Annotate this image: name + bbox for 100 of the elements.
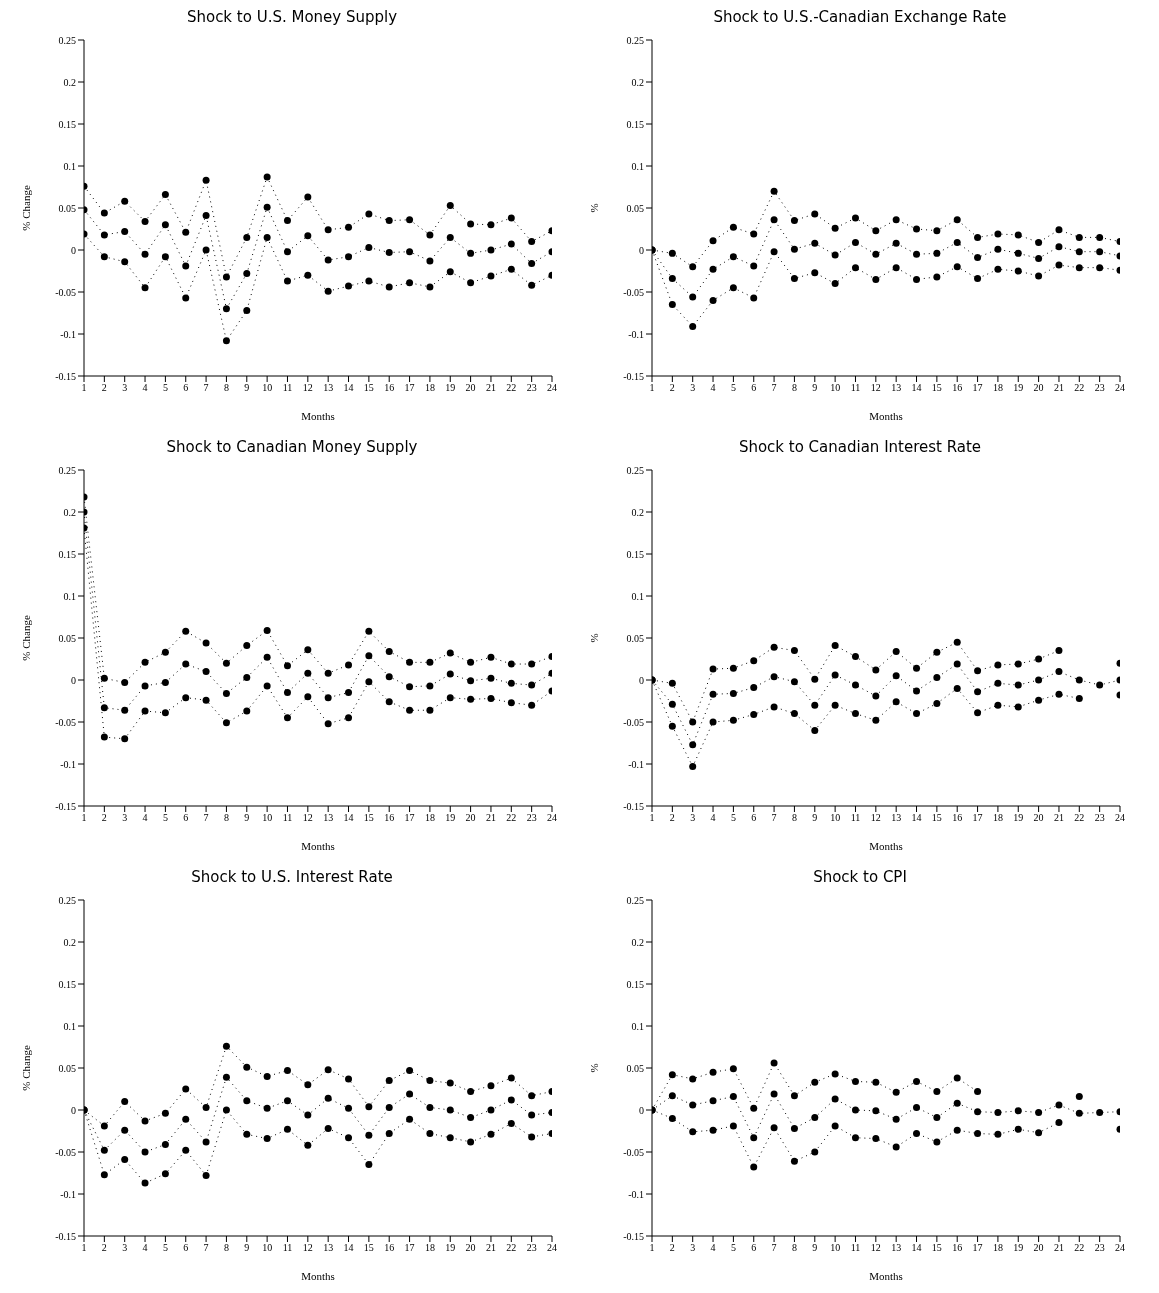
point xyxy=(1096,264,1104,272)
point xyxy=(892,698,900,706)
point xyxy=(304,1081,312,1089)
point xyxy=(750,1163,758,1171)
x-tick-label: 9 xyxy=(812,1242,818,1254)
point xyxy=(182,1146,190,1154)
x-tick-label: 13 xyxy=(323,1242,334,1254)
point xyxy=(811,726,819,734)
point xyxy=(974,1088,982,1096)
point xyxy=(365,243,373,251)
point xyxy=(202,176,210,184)
point xyxy=(446,1079,454,1087)
point xyxy=(689,763,697,771)
point xyxy=(222,273,230,281)
point xyxy=(913,687,921,695)
point xyxy=(872,1078,880,1086)
point xyxy=(345,282,353,290)
point xyxy=(263,1104,271,1112)
point xyxy=(100,704,108,712)
point xyxy=(953,1074,961,1082)
x-tick-label: 3 xyxy=(690,812,696,824)
point xyxy=(668,679,676,687)
point xyxy=(406,279,414,287)
point xyxy=(161,1140,169,1148)
point xyxy=(750,1104,758,1112)
point xyxy=(851,1134,859,1142)
point xyxy=(1014,249,1022,257)
point xyxy=(345,1134,353,1142)
point xyxy=(426,283,434,291)
point xyxy=(161,679,169,687)
point xyxy=(202,668,210,676)
x-tick-label: 17 xyxy=(972,382,983,394)
point xyxy=(709,690,717,698)
point xyxy=(851,1077,859,1085)
point xyxy=(1035,696,1043,704)
point xyxy=(872,1107,880,1115)
x-tick-label: 23 xyxy=(1094,382,1105,394)
point xyxy=(345,714,353,722)
point xyxy=(851,264,859,272)
point xyxy=(243,707,251,715)
y-axis-title: % xyxy=(587,203,600,213)
y-tick-label: 0.05 xyxy=(626,202,644,214)
point xyxy=(507,240,515,248)
point xyxy=(668,301,676,309)
x-tick-label: 12 xyxy=(302,1242,313,1254)
point xyxy=(243,642,251,650)
point xyxy=(182,1085,190,1093)
point xyxy=(913,1103,921,1111)
point xyxy=(263,203,271,211)
point xyxy=(974,233,982,241)
point xyxy=(994,1130,1002,1138)
x-tick-label: 17 xyxy=(972,1242,983,1254)
point xyxy=(487,1130,495,1138)
point xyxy=(974,275,982,283)
point xyxy=(811,239,819,247)
x-tick-label: 20 xyxy=(1033,382,1044,394)
point xyxy=(365,652,373,660)
point xyxy=(953,1099,961,1107)
point xyxy=(750,1134,758,1142)
point xyxy=(426,1077,434,1085)
point xyxy=(507,679,515,687)
x-tick-label: 4 xyxy=(710,812,716,824)
x-tick-label: 4 xyxy=(710,382,716,394)
point xyxy=(141,1117,149,1125)
point xyxy=(811,1148,819,1156)
point xyxy=(406,658,414,666)
x-tick-label: 15 xyxy=(363,812,374,824)
point xyxy=(263,233,271,241)
x-tick-label: 1 xyxy=(81,1242,87,1254)
y-tick-label: 0.1 xyxy=(631,590,644,602)
x-tick-label: 7 xyxy=(203,812,209,824)
y-tick-label: 0.15 xyxy=(626,978,644,990)
point xyxy=(202,696,210,704)
point xyxy=(790,1157,798,1165)
point xyxy=(892,1115,900,1123)
x-tick-label: 23 xyxy=(526,812,537,824)
point xyxy=(1014,660,1022,668)
point xyxy=(243,1130,251,1138)
point xyxy=(222,1042,230,1050)
y-tick-label: 0.1 xyxy=(631,160,644,172)
y-tick-label: 0.1 xyxy=(63,1020,76,1032)
point xyxy=(750,262,758,270)
x-tick-label: 5 xyxy=(162,382,168,394)
point xyxy=(668,249,676,257)
point xyxy=(385,673,393,681)
point xyxy=(100,253,108,261)
point xyxy=(913,1077,921,1085)
point xyxy=(913,275,921,283)
point xyxy=(528,681,536,689)
point xyxy=(729,284,737,292)
point xyxy=(385,1103,393,1111)
point xyxy=(1035,676,1043,684)
point xyxy=(263,653,271,661)
point xyxy=(1096,681,1104,689)
point xyxy=(892,1088,900,1096)
point xyxy=(426,1103,434,1111)
x-tick-label: 18 xyxy=(992,1242,1003,1254)
point xyxy=(729,716,737,724)
point xyxy=(1096,1109,1104,1117)
point xyxy=(202,246,210,254)
